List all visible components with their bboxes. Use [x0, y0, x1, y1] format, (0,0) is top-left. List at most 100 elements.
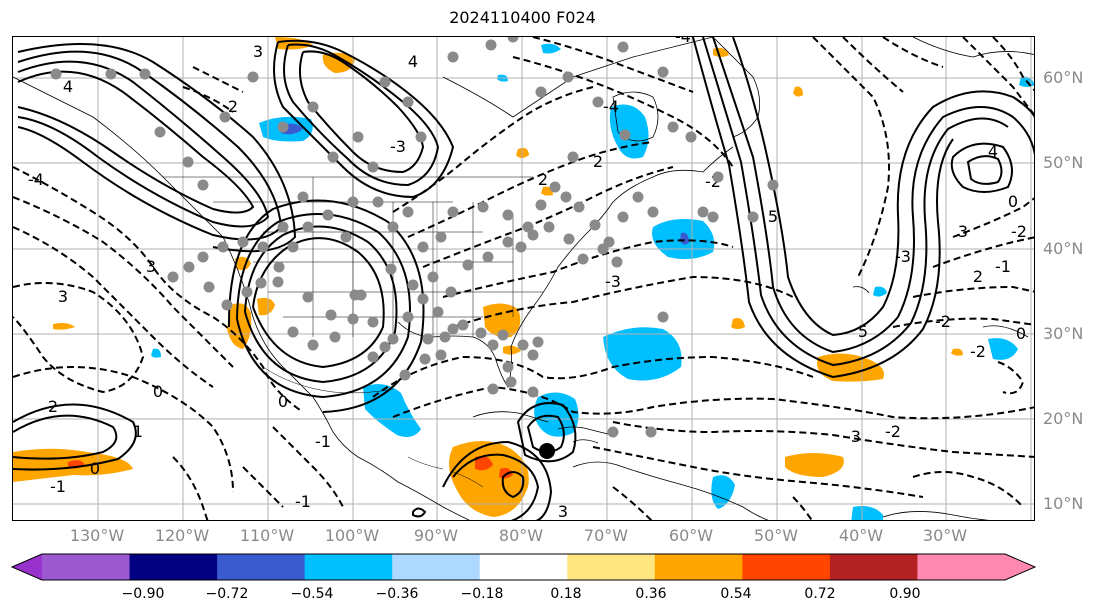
- lat-label-40n: 40°N: [1043, 239, 1084, 258]
- shade-positive-core: [475, 456, 493, 471]
- station-dot: [617, 41, 629, 53]
- lon-label-30w: 30°W: [922, 526, 968, 545]
- station-dot: [597, 243, 609, 255]
- coastline: [882, 511, 990, 520]
- shade-negative-region: [711, 475, 735, 509]
- coastline: [13, 76, 470, 520]
- station-dot: [712, 171, 724, 183]
- station-dot: [487, 339, 499, 351]
- station-dot: [657, 66, 669, 78]
- coastline: [612, 91, 659, 142]
- station-dot: [497, 329, 509, 341]
- station-dot: [567, 151, 579, 163]
- station-dot: [372, 196, 384, 208]
- coastline: [712, 37, 761, 138]
- station-dot: [257, 241, 269, 253]
- contour-label: 3: [558, 502, 568, 521]
- station-dot: [707, 211, 719, 223]
- colorbar-bin: [304, 554, 393, 580]
- station-dot: [277, 121, 289, 133]
- lon-label-90w: 90°W: [413, 526, 459, 545]
- shade-positive-region: [785, 453, 844, 477]
- station-dot: [237, 236, 249, 248]
- colorbar-tick: 0.72: [804, 586, 836, 602]
- station-dot: [482, 251, 494, 263]
- station-dot: [619, 129, 631, 141]
- contour-label: 2: [593, 152, 603, 171]
- station-dot: [241, 286, 253, 298]
- contour-label: 1: [133, 422, 143, 441]
- lon-label-60w: 60°W: [668, 526, 714, 545]
- station-dot: [183, 261, 195, 273]
- contour-label: -3: [605, 272, 621, 291]
- station-dot: [379, 341, 391, 353]
- station-dot: [219, 111, 231, 123]
- station-dot: [457, 319, 469, 331]
- contour-label: -3: [895, 247, 911, 266]
- station-dot: [221, 299, 233, 311]
- shade-negative-region: [873, 286, 887, 297]
- shade-positive-region: [713, 47, 729, 57]
- station-dot: [445, 286, 457, 298]
- station-dot: [487, 383, 499, 395]
- station-dot: [647, 206, 659, 218]
- shade-negative-core: [680, 232, 689, 245]
- coastline: [572, 439, 599, 444]
- station-dot: [367, 351, 379, 363]
- colorbar-tick: 0.36: [635, 586, 667, 602]
- shade-positive-region: [322, 52, 355, 73]
- station-dot: [352, 131, 364, 143]
- lat-label-30n: 30°N: [1043, 324, 1084, 343]
- station-dot: [402, 206, 414, 218]
- station-dot: [527, 349, 539, 361]
- station-dot: [307, 339, 319, 351]
- shade-positive-region: [53, 323, 75, 330]
- map-title: 2024110400 F024: [449, 8, 596, 27]
- shade-negative-region: [534, 392, 579, 437]
- station-dot: [247, 71, 259, 83]
- colorbar-bin: [742, 554, 831, 580]
- contour-label: 2: [48, 397, 58, 416]
- colorbar-bin: [42, 554, 131, 580]
- contour-label: -4: [28, 170, 44, 189]
- colorbar-tick: −0.18: [460, 586, 504, 602]
- colorbar: [10, 553, 1037, 581]
- shade-positive-region: [503, 345, 521, 355]
- station-dot: [197, 179, 209, 191]
- station-dot: [417, 241, 429, 253]
- station-dot: [477, 201, 489, 213]
- station-dot: [563, 233, 575, 245]
- shade-positive-region: [793, 86, 803, 97]
- colorbar-tick: 0.18: [550, 586, 582, 602]
- station-dot: [439, 331, 451, 343]
- station-dot: [367, 316, 379, 328]
- station-dot: [685, 131, 697, 143]
- contour-label: 4: [63, 77, 73, 96]
- coastline: [982, 325, 1029, 338]
- station-dot: [447, 51, 459, 63]
- station-dot: [399, 369, 411, 381]
- contour-label: -3: [845, 427, 861, 446]
- station-dot: [182, 156, 194, 168]
- station-dot: [297, 191, 309, 203]
- station-dot: [447, 206, 459, 218]
- station-dot: [462, 259, 474, 271]
- colorbar-tick: 0.54: [720, 586, 752, 602]
- station-dot: [617, 211, 629, 223]
- station-dot: [340, 231, 352, 243]
- contour-label: 3: [253, 42, 263, 61]
- contour-label: -1: [295, 492, 311, 511]
- station-dot: [287, 326, 299, 338]
- station-dot: [502, 209, 514, 221]
- station-dot: [632, 191, 644, 203]
- station-dot: [325, 309, 337, 321]
- contour-label: 0: [90, 459, 100, 478]
- contour-label: 5: [768, 207, 778, 226]
- station-dot: [611, 256, 623, 268]
- station-dot: [105, 68, 117, 80]
- lat-label-10n: 10°N: [1043, 494, 1084, 513]
- cyclone-center-marker: [539, 443, 555, 459]
- lon-label-70w: 70°W: [583, 526, 629, 545]
- station-dot: [277, 221, 289, 233]
- station-dot: [507, 37, 519, 43]
